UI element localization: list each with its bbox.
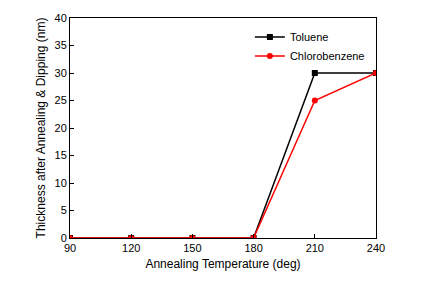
svg-text:240: 240 xyxy=(367,242,385,254)
svg-text:210: 210 xyxy=(306,242,324,254)
svg-text:40: 40 xyxy=(55,12,67,24)
svg-text:90: 90 xyxy=(64,242,76,254)
svg-text:20: 20 xyxy=(55,122,67,134)
svg-text:Toluene: Toluene xyxy=(290,31,329,43)
svg-text:10: 10 xyxy=(55,177,67,189)
svg-text:35: 35 xyxy=(55,39,67,51)
svg-text:Thickness after Annealing & Di: Thickness after Annealing & Dipping (nm) xyxy=(34,18,48,239)
svg-text:150: 150 xyxy=(183,242,201,254)
svg-text:180: 180 xyxy=(244,242,262,254)
svg-text:0: 0 xyxy=(61,232,67,244)
svg-text:120: 120 xyxy=(122,242,140,254)
svg-text:30: 30 xyxy=(55,67,67,79)
svg-text:5: 5 xyxy=(61,204,67,216)
svg-text:25: 25 xyxy=(55,94,67,106)
svg-text:15: 15 xyxy=(55,149,67,161)
svg-text:Annealing Temperature (deg): Annealing Temperature (deg) xyxy=(145,257,300,271)
svg-text:Chlorobenzene: Chlorobenzene xyxy=(290,50,365,62)
